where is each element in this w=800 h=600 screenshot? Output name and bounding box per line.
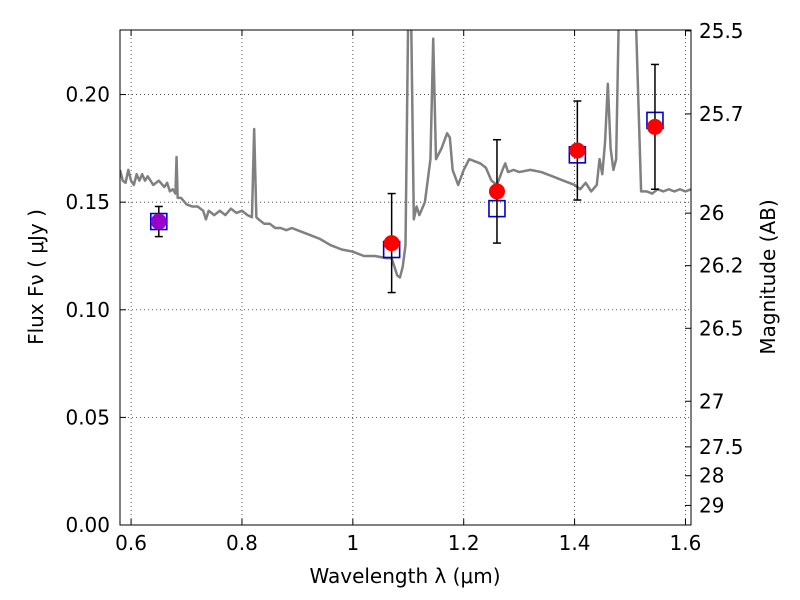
y-tick-label: 0.00 — [65, 513, 110, 537]
x-tick-label: 0.8 — [226, 531, 258, 555]
y2-tick-label: 29 — [699, 493, 724, 517]
observed-flux-point — [488, 183, 505, 200]
observed-flux-point — [569, 142, 586, 159]
x-tick-label: 1.6 — [670, 531, 702, 555]
y2-axis-label: Magnitude (AB) — [756, 199, 780, 354]
plot-frame — [119, 29, 692, 526]
y-tick-label: 0.15 — [65, 190, 110, 214]
x-tick-label: 0.6 — [115, 531, 147, 555]
y-tick-label: 0.10 — [65, 298, 110, 322]
ticks: 0.6 0.8 1 1.2 1.4 1.6 0.00 0.05 0.10 0.15 0.20 25.5… — [65, 19, 743, 555]
observed-flux-point — [150, 213, 167, 230]
y-axis-label: Flux Fν ( μJy ) — [24, 209, 48, 345]
y-tick-label: 0.05 — [65, 405, 110, 429]
observed-flux-point — [646, 118, 663, 135]
observed-flux-point — [383, 235, 400, 252]
y2-tick-label: 26 — [699, 201, 724, 225]
marker-layer — [150, 63, 664, 294]
y2-tick-label: 26.2 — [699, 254, 744, 278]
x-axis-label: Wavelength λ (μm) — [309, 564, 500, 588]
spectrum-layer — [120, 30, 691, 279]
y2-tick-label: 27 — [699, 389, 724, 413]
grid — [120, 30, 691, 525]
y2-tick-label: 26.5 — [699, 316, 744, 340]
spectrum-line — [120, 30, 691, 279]
x-tick-label: 1 — [346, 531, 359, 555]
y-tick-label: 0.20 — [65, 83, 110, 107]
y2-tick-label: 25.7 — [699, 102, 744, 126]
y2-tick-label: 25.5 — [699, 19, 744, 43]
y2-tick-label: 27.5 — [699, 435, 744, 459]
x-tick-label: 1.2 — [448, 531, 480, 555]
x-tick-label: 1.4 — [559, 531, 591, 555]
y2-tick-label: 28 — [699, 464, 724, 488]
